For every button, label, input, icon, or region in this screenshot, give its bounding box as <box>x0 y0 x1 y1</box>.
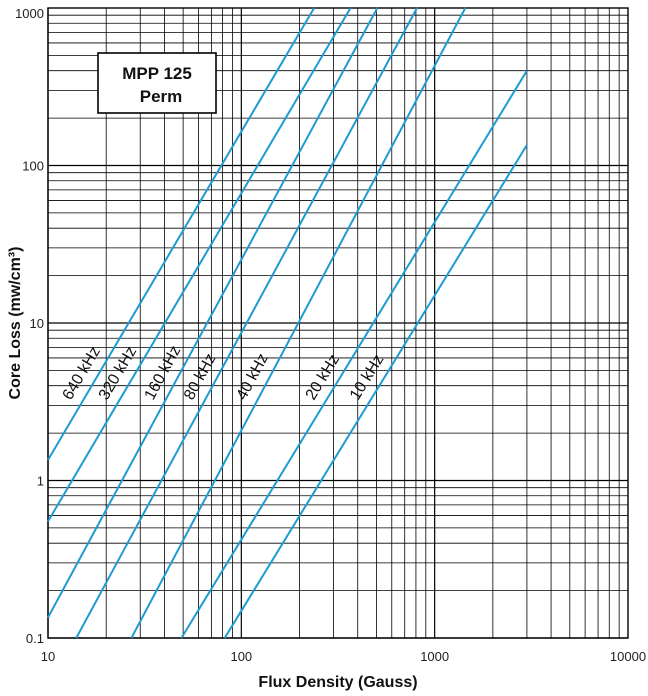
series-lines <box>47 7 528 639</box>
series-line-80-khz <box>75 7 418 639</box>
y-tick-label: 0.1 <box>26 631 44 646</box>
series-line-40-khz <box>130 7 467 639</box>
series-line-10-khz <box>223 144 528 639</box>
x-tick-label: 10 <box>41 649 55 664</box>
x-tick-label: 1000 <box>420 649 449 664</box>
plot-frame <box>47 7 629 639</box>
series-label: 40 kHz <box>234 351 272 403</box>
series-line-640-khz <box>47 7 315 461</box>
tick-labels: 10 100 1000 10000 0.1 1 10 100 1000 <box>15 6 646 664</box>
y-tick-label: 1000 <box>15 6 44 21</box>
series-label: 10 kHz <box>347 352 388 403</box>
y-axis-title: Core Loss (mw/cm³) <box>7 247 24 400</box>
annotation-line2: Perm <box>140 87 183 106</box>
y-tick-label: 10 <box>30 316 44 331</box>
annotation-line1: MPP 125 <box>122 64 192 83</box>
annotation-box: MPP 125 Perm <box>97 52 217 114</box>
series-label: 20 kHz <box>303 352 343 403</box>
x-axis-title: Flux Density (Gauss) <box>258 674 417 691</box>
x-tick-label: 100 <box>230 649 252 664</box>
x-tick-label: 10000 <box>610 649 646 664</box>
series-line-320-khz <box>47 7 352 522</box>
y-tick-label: 1 <box>37 474 44 489</box>
series-line-20-khz <box>180 70 528 639</box>
series-line-160-khz <box>47 7 379 618</box>
y-tick-label: 100 <box>22 159 44 174</box>
